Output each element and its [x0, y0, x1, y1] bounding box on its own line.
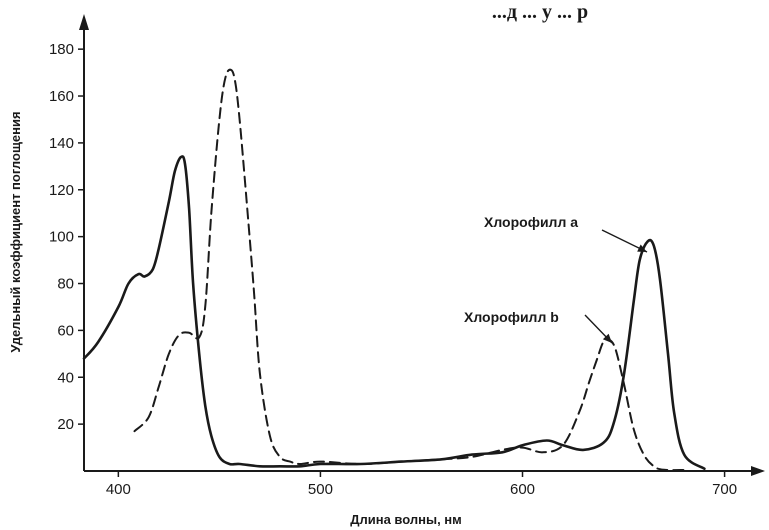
annotations: Хлорофилл a Хлорофилл b — [464, 214, 648, 344]
series-line-chlorophyll-b — [133, 68, 686, 472]
x-axis-arrow — [751, 466, 765, 476]
x-tick-label: 600 — [510, 481, 535, 498]
y-tick-label: 120 — [49, 182, 74, 199]
series-layer — [82, 68, 706, 472]
y-tick-label: 40 — [57, 369, 74, 386]
y-tick-label: 60 — [57, 322, 74, 339]
y-tick-label: 100 — [49, 229, 74, 246]
y-axis-title: Удельный коэффициент поглощения — [8, 111, 23, 352]
series-label-chlorophyll-b: Хлорофилл b — [464, 309, 559, 325]
y-tick-label: 140 — [49, 135, 74, 152]
series-label-chlorophyll-a: Хлорофилл a — [484, 214, 578, 230]
y-tick-label: 180 — [49, 41, 74, 58]
x-tick-label: 500 — [308, 481, 333, 498]
x-tick-label: 400 — [106, 481, 131, 498]
y-tick-label: 160 — [49, 88, 74, 105]
leader-arrow-chlorophyll-b-head — [602, 333, 612, 343]
x-tick-label: 700 — [712, 481, 737, 498]
y-axis-arrow — [79, 14, 89, 30]
chart-title: ...д ... у ... р — [492, 1, 588, 23]
y-tick-label: 20 — [57, 416, 74, 433]
y-tick-label: 80 — [57, 276, 74, 293]
axes: 400 500 600 700 20 40 60 80 100 120 140 160 180 — [49, 14, 765, 498]
series-line-chlorophyll-a — [82, 155, 706, 470]
leader-arrow-chlorophyll-a-head — [637, 244, 647, 252]
x-axis-title: Длина волны, нм — [350, 512, 462, 527]
